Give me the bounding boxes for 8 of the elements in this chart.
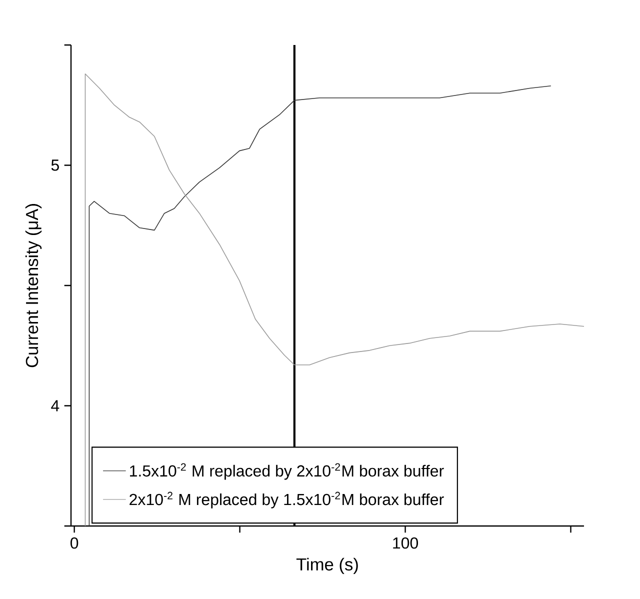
- x-axis-title: Time (s): [296, 558, 358, 574]
- x-tick-label: 0: [70, 537, 78, 549]
- y-tick-label: 5: [51, 160, 59, 171]
- legend-label: 1.5x10$^{-2}$ M replaced by 2x10$^{-2}$M borax buffer: [130, 463, 444, 480]
- legend-label: 2x10$^{-2}$ M replaced by 1.5x10$^{-2}$M borax buffer: [130, 492, 444, 508]
- x-tick-label: 100: [393, 537, 418, 549]
- y-axis-title: Current Intensity (μA): [25, 204, 42, 368]
- y-tick-label: 4: [51, 400, 60, 412]
